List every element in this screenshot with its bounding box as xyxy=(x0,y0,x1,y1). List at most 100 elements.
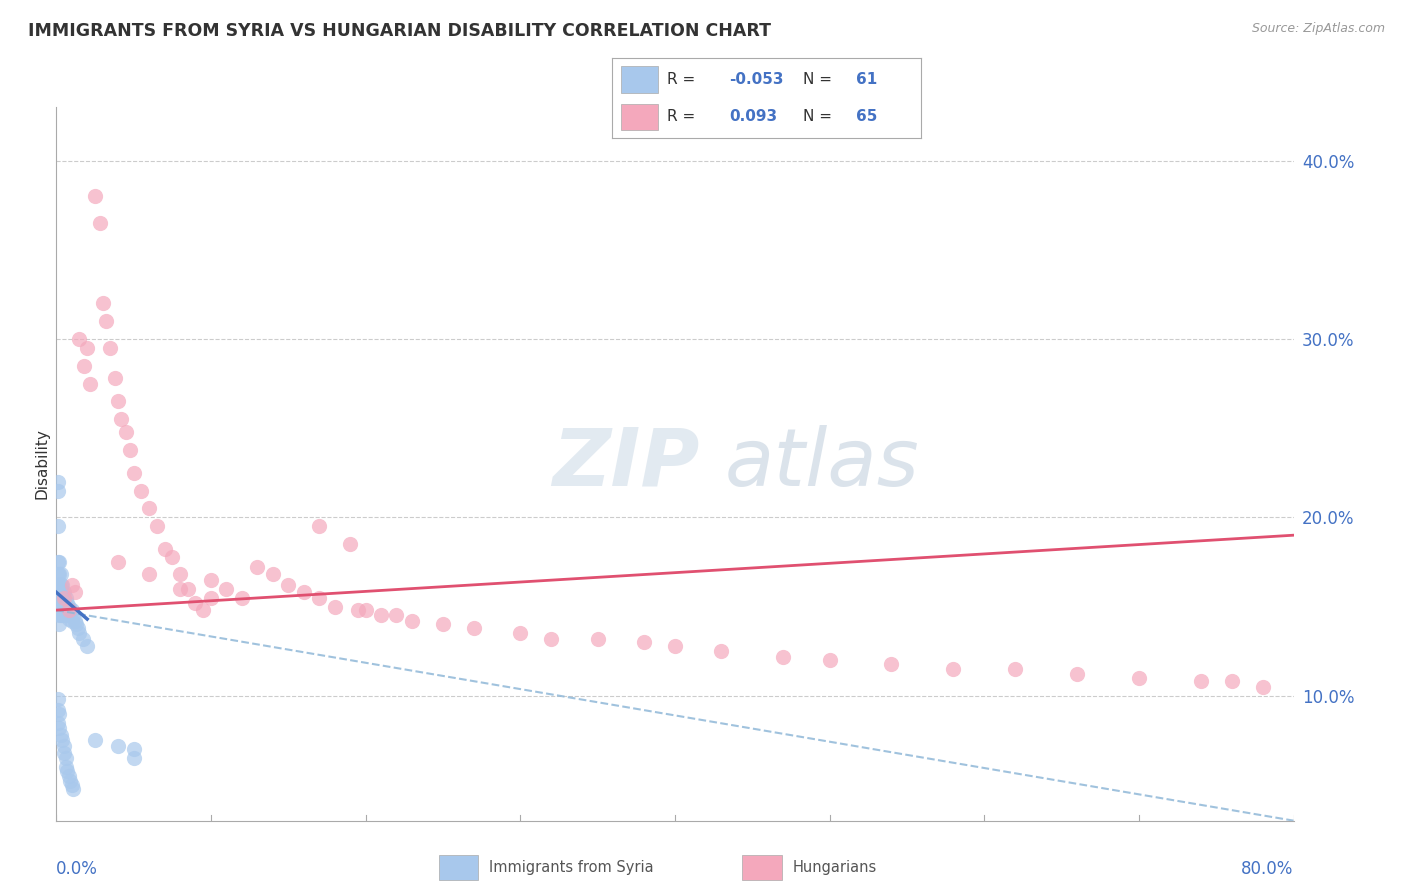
Point xyxy=(1220,674,1243,689)
Point xyxy=(540,632,562,646)
Point xyxy=(184,596,207,610)
Point xyxy=(120,442,142,457)
Text: Hungarians: Hungarians xyxy=(793,860,877,875)
Point xyxy=(46,483,69,498)
Point xyxy=(49,578,72,592)
Point xyxy=(55,603,77,617)
Point xyxy=(107,739,129,753)
Point xyxy=(62,781,84,796)
Point xyxy=(46,603,69,617)
Point xyxy=(107,394,129,409)
Text: IMMIGRANTS FROM SYRIA VS HUNGARIAN DISABILITY CORRELATION CHART: IMMIGRANTS FROM SYRIA VS HUNGARIAN DISAB… xyxy=(28,22,770,40)
Point xyxy=(55,760,77,774)
Text: ZIP: ZIP xyxy=(553,425,700,503)
Point xyxy=(177,582,200,596)
Point xyxy=(122,742,145,756)
Point xyxy=(122,466,145,480)
Point xyxy=(67,626,90,640)
Point xyxy=(1128,671,1150,685)
Point xyxy=(53,739,76,753)
Point xyxy=(231,591,253,605)
Point xyxy=(385,608,408,623)
Point xyxy=(56,764,79,778)
Point xyxy=(49,599,72,614)
Point xyxy=(73,359,96,373)
Point xyxy=(53,591,76,605)
Point xyxy=(48,591,70,605)
Point xyxy=(48,599,70,614)
Text: 61: 61 xyxy=(856,72,877,87)
Point xyxy=(62,608,84,623)
Point xyxy=(1189,674,1212,689)
Point xyxy=(48,721,70,735)
Point xyxy=(98,341,122,355)
Point xyxy=(129,483,153,498)
Point xyxy=(84,189,107,203)
Point xyxy=(53,608,76,623)
Point xyxy=(200,573,222,587)
Point xyxy=(46,703,69,717)
Point xyxy=(60,614,83,628)
FancyBboxPatch shape xyxy=(439,855,478,880)
Text: atlas: atlas xyxy=(724,425,920,503)
Point xyxy=(46,475,69,489)
Point xyxy=(110,412,132,426)
Point xyxy=(58,603,80,617)
Point xyxy=(46,567,69,582)
Point xyxy=(55,591,77,605)
Point xyxy=(308,591,330,605)
Point xyxy=(262,567,284,582)
Point xyxy=(48,578,70,592)
Point xyxy=(59,774,82,789)
Point xyxy=(292,585,315,599)
Point xyxy=(138,501,160,516)
Point xyxy=(169,582,191,596)
Point xyxy=(89,216,111,230)
Point xyxy=(354,603,377,617)
Point xyxy=(46,591,69,605)
Point xyxy=(51,608,73,623)
Point xyxy=(401,614,423,628)
Point xyxy=(586,632,609,646)
Point xyxy=(60,778,83,792)
Point xyxy=(346,603,368,617)
Y-axis label: Disability: Disability xyxy=(34,428,49,500)
Point xyxy=(49,567,72,582)
Point xyxy=(818,653,841,667)
Point xyxy=(633,635,655,649)
Text: 80.0%: 80.0% xyxy=(1241,860,1294,878)
Point xyxy=(46,715,69,730)
Text: R =: R = xyxy=(668,72,696,87)
Point xyxy=(509,626,531,640)
Point xyxy=(432,617,454,632)
Point xyxy=(56,608,79,623)
Text: N =: N = xyxy=(803,109,832,124)
Text: 0.093: 0.093 xyxy=(730,109,778,124)
Point xyxy=(114,425,138,439)
FancyBboxPatch shape xyxy=(621,103,658,130)
Point xyxy=(55,751,77,765)
Point xyxy=(46,578,69,592)
Point xyxy=(56,596,79,610)
Point xyxy=(58,612,80,626)
Point xyxy=(58,599,80,614)
Point xyxy=(46,692,69,706)
Text: Source: ZipAtlas.com: Source: ZipAtlas.com xyxy=(1251,22,1385,36)
Text: 0.0%: 0.0% xyxy=(56,860,98,878)
Point xyxy=(94,314,117,328)
Point xyxy=(76,639,98,653)
Point xyxy=(1004,662,1026,676)
Point xyxy=(60,603,83,617)
Point xyxy=(122,751,145,765)
Point xyxy=(1251,680,1274,694)
Point xyxy=(370,608,392,623)
Point xyxy=(339,537,361,551)
Point xyxy=(772,649,794,664)
Text: N =: N = xyxy=(803,72,832,87)
Point xyxy=(66,621,89,635)
Text: Immigrants from Syria: Immigrants from Syria xyxy=(489,860,654,875)
Point xyxy=(48,608,70,623)
Point xyxy=(48,555,70,569)
Point xyxy=(84,733,107,747)
Point xyxy=(1066,667,1088,681)
